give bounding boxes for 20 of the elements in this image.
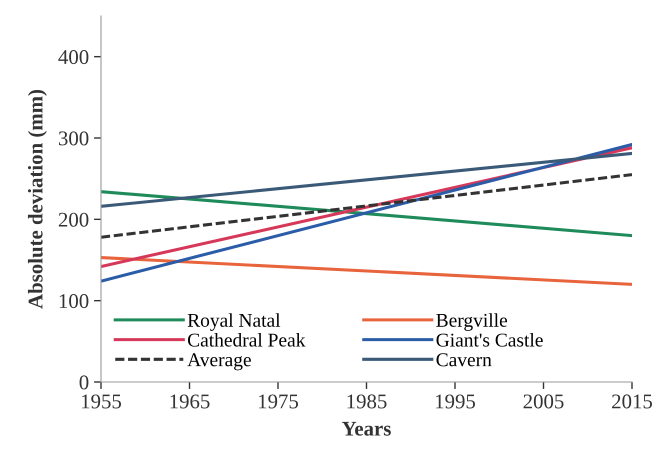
legend-label: Giant's Castle: [436, 332, 543, 347]
y-tick-label: 100: [60, 294, 88, 308]
legend-label: Cavern: [436, 353, 492, 366]
legend-label: Average: [187, 353, 251, 370]
x-tick-label: 1995: [436, 394, 476, 408]
y-tick-label: 400: [58, 50, 88, 64]
x-tick-label: 1985: [348, 394, 387, 408]
y-tick-label: 300: [58, 131, 88, 146]
x-tick-label: 1975: [259, 394, 298, 408]
x-tick-label: 1965: [170, 394, 210, 408]
legend-label: Royal Natal: [188, 313, 280, 331]
x-tick-label: 2015: [612, 394, 652, 408]
legend-label: Bergville: [436, 313, 508, 331]
x-tick-label: 2005: [524, 394, 564, 408]
y-tick-label: 0: [80, 375, 88, 390]
y-tick-label: 200: [58, 212, 88, 227]
legend-label: Cathedral Peak: [188, 332, 306, 347]
x-tick-label: 1955: [82, 394, 122, 408]
y-axis-title: Absolute deviation (mm): [28, 90, 47, 309]
x-axis-title: Years: [342, 422, 391, 436]
